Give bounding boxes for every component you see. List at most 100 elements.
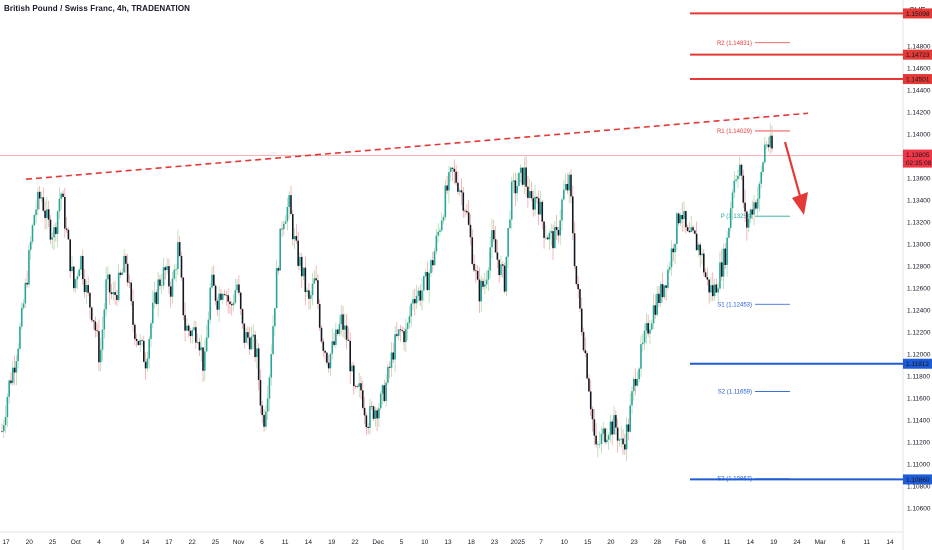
candle-body: [749, 209, 752, 219]
x-tick-label: 7: [539, 539, 543, 546]
candle-body: [688, 230, 691, 233]
candle-body: [221, 293, 224, 300]
candle-body: [746, 211, 748, 228]
candle-body: [6, 396, 9, 418]
candle-body: [198, 341, 201, 351]
candle-body: [322, 341, 325, 351]
x-tick-label: 11: [282, 539, 289, 546]
candle-body: [541, 201, 544, 222]
candle-body: [726, 237, 728, 265]
candle-body: [471, 237, 474, 264]
y-tick-label: 1.14600: [907, 66, 931, 73]
candle-body: [561, 199, 563, 221]
candle-body: [313, 278, 316, 284]
candle-body: [160, 285, 163, 287]
candle-body: [169, 286, 172, 297]
x-tick-label: 5: [400, 539, 404, 546]
candle-body: [324, 350, 326, 353]
x-tick-label: Nov: [233, 539, 245, 546]
candle-body: [94, 321, 97, 331]
pivot-label: S2 (1.11659): [718, 390, 752, 396]
candle-body: [89, 292, 91, 308]
candle-body: [193, 327, 195, 331]
candle-body: [85, 285, 88, 293]
candle-body: [419, 290, 422, 301]
candle-body: [663, 285, 666, 298]
candle-body: [615, 415, 617, 428]
candle-body: [55, 227, 57, 234]
candle-body: [672, 248, 675, 253]
candle-body: [534, 196, 536, 210]
candle-body: [431, 260, 434, 266]
bearish-arrow-head: [792, 192, 808, 215]
price-axis-badge-label: 1.14501: [906, 77, 930, 84]
candle-body: [392, 352, 395, 360]
candle-body: [620, 438, 623, 440]
candle-body: [512, 180, 515, 182]
candle-body: [236, 284, 238, 291]
candle-body: [182, 277, 185, 316]
candle-body: [674, 243, 676, 253]
price-axis-badge-label: 1.14723: [906, 52, 930, 59]
y-tick-label: 1.13600: [907, 176, 931, 183]
candle-body: [462, 192, 465, 211]
candle-body: [480, 280, 483, 302]
candle-body: [327, 362, 330, 369]
candle-body: [134, 324, 136, 339]
x-tick-label: 9: [121, 539, 125, 546]
candle-body: [376, 410, 378, 419]
candle-body: [10, 380, 12, 384]
candle-body: [164, 267, 167, 271]
x-tick-label: 10: [421, 539, 429, 546]
candle-body: [591, 409, 594, 420]
x-tick-label: 24: [793, 539, 801, 546]
candle-body: [415, 295, 418, 304]
candle-body: [624, 444, 626, 450]
candle-body: [279, 228, 282, 271]
price-axis-badge: [903, 49, 932, 60]
candle-body: [117, 272, 120, 300]
candle-body: [622, 438, 624, 445]
candle-body: [107, 274, 109, 280]
candle-body: [360, 383, 362, 391]
candle-body: [616, 427, 619, 441]
candle-body: [710, 285, 712, 293]
candle-body: [577, 283, 579, 290]
candle-body: [670, 248, 673, 268]
candle-body: [706, 277, 709, 280]
candle-body: [762, 162, 764, 172]
candle-body: [570, 174, 572, 197]
candle-body: [159, 279, 161, 286]
candle-body: [595, 435, 597, 445]
x-tick-label: Mar: [815, 539, 827, 546]
candle-body: [424, 272, 427, 277]
trendline-dashed: [25, 112, 809, 181]
candle-body: [618, 439, 621, 441]
candle-body: [239, 292, 242, 310]
candle-body: [568, 174, 570, 191]
candle-body: [306, 290, 308, 293]
candle-body: [641, 342, 644, 345]
candle-body: [173, 269, 176, 279]
candle-body: [475, 270, 477, 272]
candle-body: [311, 283, 314, 296]
candle-body: [658, 293, 660, 304]
candle-body: [539, 201, 542, 215]
candle-body: [632, 379, 635, 392]
x-tick-label: 25: [212, 539, 220, 546]
candle-body: [329, 353, 332, 369]
candle-body: [369, 406, 371, 429]
candle-body: [155, 292, 158, 304]
candle-body: [403, 331, 405, 343]
y-tick-label: 1.11600: [907, 396, 930, 403]
candle-body: [216, 300, 219, 310]
candle-body: [645, 323, 648, 331]
candle-body: [42, 197, 45, 211]
candle-body: [315, 278, 317, 281]
candle-body: [548, 233, 551, 240]
candle-body: [144, 361, 147, 369]
candle-body: [713, 284, 716, 297]
candle-body: [451, 167, 454, 169]
candle-body: [19, 326, 21, 349]
